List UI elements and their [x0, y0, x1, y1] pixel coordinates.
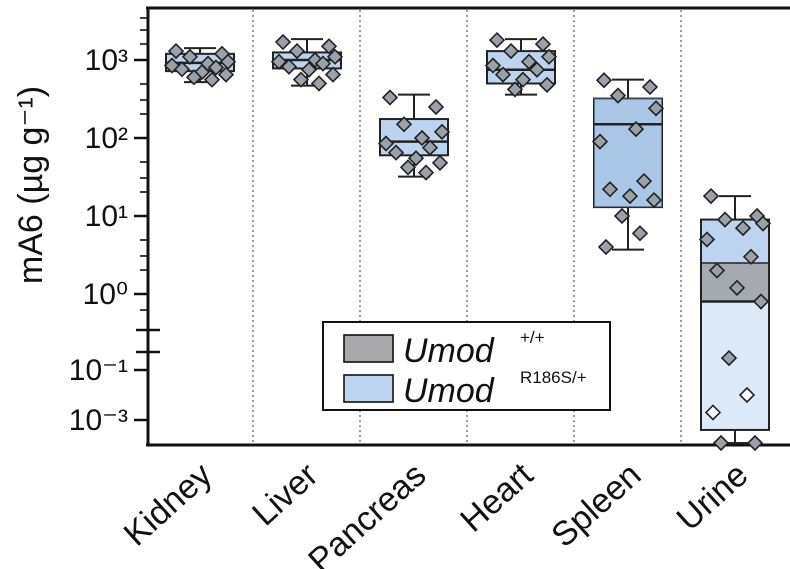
y-tick-lower-1: 10⁻³ — [69, 404, 148, 437]
point-urine-13 — [746, 434, 764, 452]
point-pancreas-11 — [417, 164, 435, 181]
y-tick-upper-2: 10¹ — [85, 200, 148, 233]
point-heart-1 — [534, 35, 552, 53]
y-tick-upper-1: 10² — [85, 122, 148, 155]
point-kidney-2 — [181, 48, 199, 65]
point-liver-9 — [324, 66, 342, 83]
point-kidney-10 — [185, 69, 203, 86]
point-urine-4 — [734, 219, 752, 237]
category-label-spleen: Spleen — [544, 456, 648, 555]
point-spleen-0 — [595, 72, 613, 89]
point-urine-10 — [720, 349, 738, 367]
point-urine-8 — [728, 279, 746, 296]
point-liver-3 — [326, 48, 344, 65]
legend-sup-wt: +/+ — [520, 328, 545, 347]
y-tick-label-1000: 10³ — [85, 44, 128, 77]
legend: Umod +/+ Umod R186S/+ — [322, 321, 611, 411]
point-spleen-4 — [627, 120, 645, 138]
point-heart-8 — [514, 71, 532, 88]
legend-sup-r186s: R186S/+ — [520, 368, 587, 387]
point-heart-9 — [538, 76, 556, 93]
point-spleen-3 — [647, 100, 665, 117]
legend-swatch-wt — [343, 334, 394, 363]
point-heart-7 — [494, 66, 512, 83]
point-pancreas-0 — [381, 89, 399, 106]
legend-label-r186s: Umod — [403, 372, 495, 410]
y-tick-label-10: 10¹ — [85, 200, 128, 233]
point-liver-1 — [320, 38, 338, 55]
point-urine-5 — [698, 231, 716, 248]
point-urine-11 — [738, 386, 756, 404]
point-spleen-7 — [601, 181, 619, 198]
point-pancreas-1 — [427, 98, 445, 116]
point-kidney-6 — [207, 59, 225, 76]
box-pancreas — [379, 118, 449, 157]
point-liver-6 — [314, 55, 332, 72]
point-urine-12 — [704, 404, 722, 421]
point-spleen-5 — [591, 133, 609, 150]
box-urine — [700, 218, 770, 431]
upper-minor-ticks — [140, 17, 148, 311]
point-spleen-12 — [597, 238, 615, 256]
y-tick-label-0.1: 10⁻¹ — [69, 354, 128, 387]
y-axis-label: mA6 (µg g⁻¹) — [12, 86, 50, 284]
category-label-liver: Liver — [245, 456, 325, 534]
category-label-pancreas: Pancreas — [301, 456, 433, 569]
point-urine-0 — [702, 187, 720, 205]
point-heart-5 — [484, 57, 502, 74]
point-urine-7 — [708, 262, 726, 279]
point-liver-2 — [288, 42, 306, 60]
point-pancreas-5 — [377, 135, 395, 152]
point-kidney-11 — [203, 71, 221, 88]
point-pancreas-7 — [387, 144, 405, 161]
point-liver-11 — [310, 75, 328, 92]
point-kidney-7 — [173, 61, 191, 78]
point-urine-2 — [716, 211, 734, 228]
point-liver-10 — [292, 71, 310, 88]
point-liver-7 — [280, 58, 298, 75]
point-heart-10 — [506, 81, 524, 98]
category-label-kidney: Kidney — [117, 456, 220, 554]
point-spleen-10 — [613, 207, 631, 225]
point-spleen-11 — [631, 225, 649, 242]
point-pancreas-10 — [399, 159, 417, 176]
point-urine-9 — [752, 293, 770, 310]
point-urine-6 — [742, 248, 760, 265]
point-liver-8 — [300, 61, 318, 78]
category-labels: Kidney Liver Pancreas Heart Spleen Urine — [117, 455, 756, 569]
point-urine-14 — [712, 434, 730, 452]
y-tick-label-100: 10² — [85, 122, 128, 155]
point-urine-3 — [754, 215, 772, 232]
point-spleen-2 — [609, 87, 627, 104]
point-spleen-6 — [635, 172, 653, 190]
point-spleen-1 — [641, 78, 659, 96]
point-kidney-0 — [167, 42, 185, 60]
point-kidney-9 — [217, 66, 235, 83]
point-heart-0 — [488, 31, 506, 49]
y-tick-upper-3: 10⁰ — [83, 278, 148, 311]
point-pancreas-3 — [433, 123, 451, 140]
point-heart-4 — [520, 53, 538, 70]
point-heart-2 — [502, 42, 520, 60]
point-heart-6 — [528, 61, 546, 78]
point-pancreas-2 — [395, 116, 413, 133]
point-spleen-9 — [645, 191, 663, 209]
category-label-heart: Heart — [453, 455, 541, 539]
point-heart-3 — [540, 48, 558, 65]
legend-label-wt: Umod — [403, 332, 495, 370]
point-pancreas-8 — [407, 150, 425, 167]
y-tick-upper-0: 10³ — [85, 44, 148, 77]
point-liver-0 — [274, 33, 292, 51]
point-pancreas-4 — [413, 129, 431, 147]
legend-swatch-r186s — [343, 374, 394, 403]
plot-layer — [163, 31, 772, 452]
category-label-urine: Urine — [670, 456, 756, 539]
point-pancreas-6 — [421, 139, 439, 156]
y-tick-label-0.001: 10⁻³ — [69, 404, 128, 437]
y-tick-label-1: 10⁰ — [83, 278, 128, 311]
y-tick-lower-0: 10⁻¹ — [69, 354, 148, 387]
point-spleen-8 — [621, 187, 639, 205]
point-pancreas-9 — [431, 154, 449, 171]
